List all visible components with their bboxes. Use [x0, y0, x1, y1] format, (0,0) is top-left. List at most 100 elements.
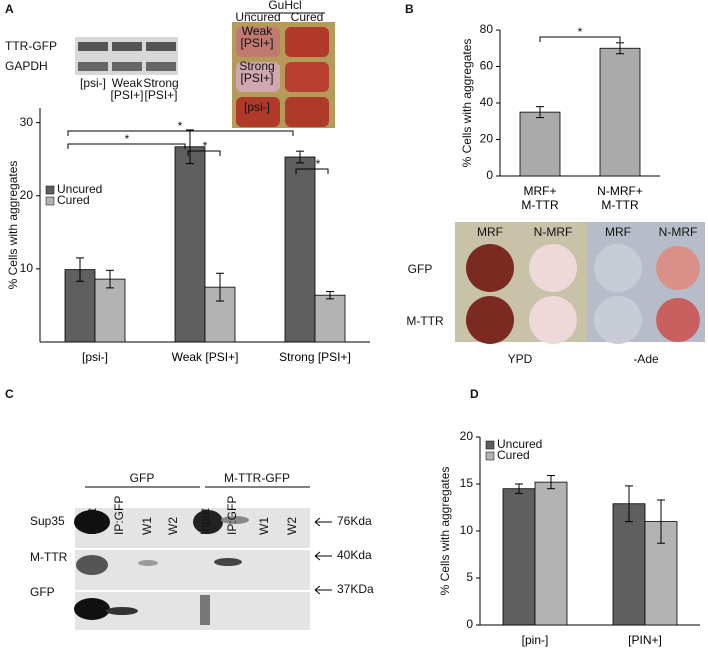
- error-bar: [515, 483, 523, 494]
- column-label: N-MRF: [659, 225, 698, 239]
- row-label: [PSI+]: [240, 36, 273, 50]
- spot: [656, 246, 700, 290]
- x-tick-label: [PIN+]: [628, 633, 662, 647]
- spot: [594, 296, 642, 344]
- legend-swatch: [485, 451, 495, 461]
- error-bar: [296, 150, 304, 164]
- significance-bracket: [67, 130, 294, 136]
- error-bar: [657, 499, 665, 544]
- band: [74, 598, 110, 620]
- y-tick-label: 0: [486, 168, 493, 182]
- band: [76, 555, 108, 575]
- significance-label: *: [316, 157, 321, 171]
- band: [74, 510, 110, 534]
- band: [106, 607, 138, 615]
- band: [78, 42, 108, 51]
- bar: [599, 47, 641, 177]
- row-label: M-TTR: [406, 314, 444, 328]
- medium-label: YPD: [508, 352, 533, 366]
- error-bar: [76, 257, 84, 282]
- error-bar: [536, 106, 544, 119]
- spot: [285, 62, 329, 92]
- legend-label: Uncured: [57, 182, 102, 196]
- row-label: M-TTR: [30, 550, 68, 564]
- y-tick-label: 40: [480, 95, 494, 109]
- band: [78, 62, 108, 71]
- blot-c: [75, 550, 310, 590]
- size-label: 76Kda: [337, 514, 372, 528]
- spot: [285, 97, 329, 127]
- band: [146, 42, 176, 51]
- row-label: GFP: [408, 262, 433, 276]
- y-axis-label: % Cells with aggregates: [438, 467, 452, 596]
- band: [193, 510, 223, 534]
- legend-swatch: [45, 196, 55, 206]
- treatment-label: GuHcl: [268, 0, 301, 12]
- x-tick-label-box: Weak [PSI+]: [172, 350, 239, 364]
- legend-swatch: [485, 440, 495, 450]
- lane-label: W1: [257, 517, 271, 535]
- row-label: TTR-GFP: [5, 39, 57, 53]
- spot: [236, 27, 280, 57]
- spot: [594, 244, 642, 292]
- x-tick-label: Strong [PSI+]: [279, 350, 351, 364]
- bar: [314, 294, 346, 343]
- band: [214, 558, 242, 566]
- legend-swatch: [45, 185, 55, 195]
- row-label: Strong: [239, 59, 274, 73]
- y-tick-label: 80: [480, 22, 494, 36]
- legend-label: Cured: [57, 193, 90, 207]
- spot: [285, 27, 329, 57]
- x-tick-label-box: [PIN+]: [628, 633, 662, 647]
- legend-label: Uncured: [497, 437, 542, 451]
- y-tick-label: 5: [466, 570, 473, 584]
- column-label: MRF: [477, 225, 503, 239]
- error-bar: [547, 475, 555, 490]
- error-bar: [106, 269, 114, 289]
- y-tick-label: 20: [20, 188, 34, 202]
- band: [138, 560, 158, 566]
- significance-bracket: [67, 143, 186, 149]
- bar: [502, 488, 536, 626]
- y-axis-label: % Cells with aggregates: [460, 39, 474, 168]
- lane-label: Strong: [143, 76, 178, 90]
- column-label: Cured: [291, 10, 324, 24]
- group-label: M-TTR-GFP: [224, 471, 290, 485]
- spot: [466, 296, 514, 344]
- bar: [519, 111, 561, 177]
- error-bar: [216, 272, 224, 302]
- lane-label: [psi-]: [80, 76, 106, 90]
- band: [146, 62, 176, 71]
- x-tick-label-box: [pin-]: [522, 633, 549, 647]
- spot: [529, 296, 577, 344]
- row-label: GFP: [30, 585, 55, 599]
- lane-label: Weak: [112, 76, 143, 90]
- lane-label: Input: [85, 508, 99, 535]
- x-tick-label: MRF+ M-TTR: [521, 184, 559, 212]
- spot: [466, 244, 514, 292]
- lane-label: [PSI+]: [110, 88, 143, 102]
- group-label: GFP: [130, 471, 155, 485]
- significance-bracket: [187, 150, 221, 156]
- spot: [236, 62, 280, 92]
- error-bar: [625, 485, 633, 523]
- significance-label: *: [125, 132, 130, 146]
- row-label: Weak: [242, 24, 273, 38]
- panel-letter: A: [5, 2, 14, 16]
- significance-label: *: [578, 25, 583, 39]
- y-tick-label: 15: [460, 476, 474, 490]
- band: [200, 595, 210, 625]
- significance-bracket: [295, 168, 329, 174]
- x-tick-label-box: [psi-]: [82, 350, 108, 364]
- y-axis-label: % Cells with aggregates: [6, 161, 20, 290]
- spot: [656, 298, 700, 342]
- lane-label: W1: [140, 517, 154, 535]
- row-label: GAPDH: [5, 59, 48, 73]
- error-bar: [186, 129, 194, 165]
- panel-letter: D: [470, 387, 479, 401]
- significance-bracket: [539, 36, 621, 42]
- y-tick-label: 30: [20, 115, 34, 129]
- y-tick-label: 20: [480, 132, 494, 146]
- significance-label: *: [178, 119, 183, 133]
